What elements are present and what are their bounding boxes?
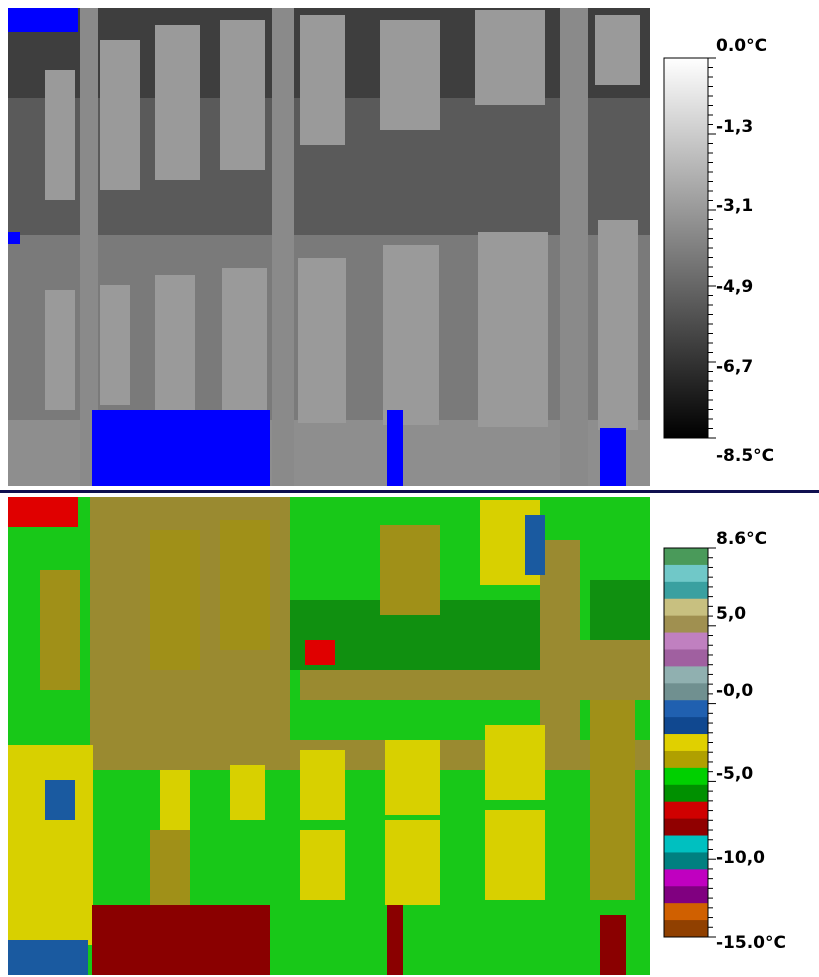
scale-label: 5,0: [716, 604, 746, 624]
palette-segment: [664, 751, 708, 768]
scale-label: -8.5°C: [716, 446, 774, 466]
palette-segment: [664, 886, 708, 903]
palette-segment: [664, 565, 708, 582]
palette-segment: [664, 717, 708, 734]
scale-label: -5,0: [716, 764, 753, 784]
gray-color-bar: [664, 58, 708, 438]
palette-segment: [664, 785, 708, 802]
scale-label: -10,0: [716, 848, 765, 868]
palette-segment: [664, 869, 708, 886]
scale-label: -1,3: [716, 117, 753, 137]
divider: [0, 490, 819, 493]
palette-segment: [664, 683, 708, 700]
palette-segment: [664, 903, 708, 920]
palette-color-bar: [664, 548, 708, 938]
palette-segment: [664, 700, 708, 717]
palette-segment: [664, 582, 708, 599]
palette-segment: [664, 819, 708, 836]
palette-segment: [664, 836, 708, 853]
scale-label: -15.0°C: [716, 933, 786, 953]
scale-label: -6,7: [716, 357, 753, 377]
palette-segment: [664, 633, 708, 650]
scale-label: 8.6°C: [716, 529, 767, 549]
thermal-view: 0.0°C -1,3 -3,1 -4,9 -6,7 -8.5°C: [0, 0, 819, 977]
grayscale-image: [8, 8, 650, 486]
palette-segment: [664, 666, 708, 683]
palette-segment: [664, 768, 708, 785]
palette-segment: [664, 802, 708, 819]
palette-segment: [664, 599, 708, 616]
palette-segment: [664, 616, 708, 633]
palette-segment: [664, 734, 708, 751]
scale-label: -0,0: [716, 681, 753, 701]
color-image: [8, 497, 650, 975]
scale-label: -3,1: [716, 196, 753, 216]
palette-segment: [664, 920, 708, 937]
palette-segment: [664, 852, 708, 869]
scale-label: -4,9: [716, 277, 753, 297]
scale-label: 0.0°C: [716, 36, 767, 56]
palette-segment: [664, 649, 708, 666]
palette-segment: [664, 548, 708, 565]
